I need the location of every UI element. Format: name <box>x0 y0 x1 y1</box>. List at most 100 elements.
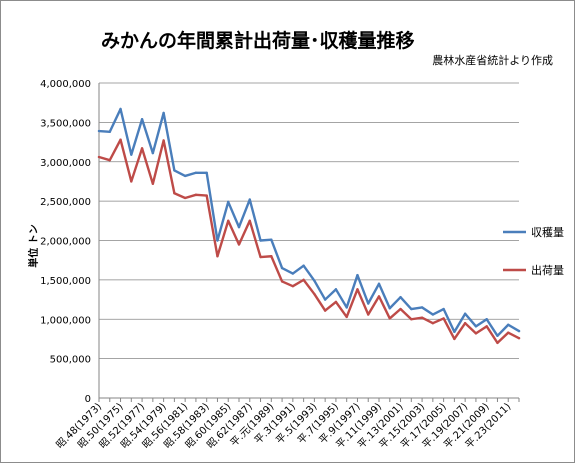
data-point <box>377 295 381 298</box>
data-point <box>431 313 435 316</box>
y-tick-label: 1,000,000 <box>40 315 91 326</box>
data-point <box>108 130 111 134</box>
data-point <box>270 238 273 241</box>
y-tick-labels: 0 500,000 1,000,000 1,500,000 2,000,000 2,500… <box>40 79 91 405</box>
data-point <box>183 196 187 200</box>
data-point <box>345 306 348 309</box>
data-point <box>280 266 284 270</box>
series-line <box>97 107 521 337</box>
chart-subtitle: 農林水産省統計より作成 <box>432 53 553 67</box>
series-2 <box>97 138 521 345</box>
data-point <box>431 321 435 325</box>
data-point <box>442 307 445 311</box>
y-tick-label: 2,000,000 <box>40 237 91 248</box>
data-point <box>130 153 133 156</box>
data-point <box>151 182 155 185</box>
data-point <box>173 169 176 172</box>
data-point <box>151 151 155 155</box>
legend-label: 出荷量 <box>531 263 564 277</box>
data-point <box>162 111 165 115</box>
y-tick-label: 2,500,000 <box>40 197 91 208</box>
data-point <box>302 264 305 267</box>
data-point <box>248 198 251 201</box>
data-point <box>119 138 122 141</box>
y-axis-label: 単位 トン <box>27 224 40 267</box>
data-point <box>356 288 359 291</box>
data-point <box>248 219 251 223</box>
data-point <box>183 174 187 178</box>
data-point <box>216 255 219 258</box>
data-point <box>194 193 198 197</box>
data-point <box>173 192 176 195</box>
data-point <box>227 219 230 223</box>
x-tick-labels: 昭.48(1973)昭.50(1975)昭.52(1977)昭.54(1979)… <box>54 401 514 451</box>
data-point <box>377 282 381 286</box>
y-tick-label: 4,000,000 <box>40 79 91 90</box>
y-tick-label: 0 <box>85 394 91 405</box>
data-point <box>302 278 305 282</box>
data-point <box>291 284 295 288</box>
y-tick-label: 1,500,000 <box>40 276 91 287</box>
data-point <box>140 118 144 121</box>
data-point <box>119 107 122 111</box>
data-point <box>453 330 456 334</box>
data-point <box>420 316 424 319</box>
data-point <box>237 225 241 229</box>
gridlines <box>99 82 519 360</box>
series-1 <box>97 107 521 337</box>
data-point <box>367 313 370 316</box>
chart-title: みかんの年間累計出荷量･収穫量推移 <box>101 29 415 52</box>
series-lines <box>97 107 521 345</box>
data-point <box>291 272 295 275</box>
data-point <box>388 317 391 320</box>
data-point <box>507 323 510 326</box>
data-point <box>140 147 144 150</box>
data-point <box>485 325 488 328</box>
data-point <box>496 341 499 345</box>
data-point <box>280 280 284 283</box>
data-point <box>205 194 208 197</box>
data-point <box>259 239 262 242</box>
data-point <box>507 331 510 334</box>
data-point <box>130 180 133 183</box>
data-point <box>420 306 424 309</box>
y-tick-label: 3,500,000 <box>40 118 91 129</box>
data-point <box>517 336 521 340</box>
data-point <box>313 279 316 282</box>
data-point <box>485 318 488 321</box>
data-point <box>345 315 348 319</box>
data-point <box>194 171 198 174</box>
data-point <box>399 296 402 299</box>
y-tick-label: 500,000 <box>50 355 91 366</box>
data-point <box>97 129 101 133</box>
data-point <box>442 317 445 320</box>
data-point <box>323 309 327 312</box>
data-point <box>388 307 391 310</box>
data-point <box>463 321 467 325</box>
data-point <box>356 273 359 277</box>
data-point <box>323 298 327 301</box>
data-point <box>334 300 338 304</box>
data-point <box>205 171 208 174</box>
data-point <box>313 292 316 296</box>
data-point <box>517 329 521 333</box>
data-point <box>227 200 230 204</box>
data-point <box>367 302 370 305</box>
data-point <box>162 139 165 142</box>
data-point <box>496 334 499 337</box>
data-point <box>453 337 456 341</box>
data-point <box>259 255 262 259</box>
y-tick-label: 3,000,000 <box>40 158 91 169</box>
data-point <box>270 255 273 258</box>
data-point <box>474 332 478 335</box>
data-point <box>216 239 219 242</box>
data-point <box>334 288 338 291</box>
data-point <box>474 325 478 328</box>
series-line <box>97 138 521 345</box>
data-point <box>237 243 241 246</box>
data-point <box>410 307 413 311</box>
axes <box>98 83 520 402</box>
